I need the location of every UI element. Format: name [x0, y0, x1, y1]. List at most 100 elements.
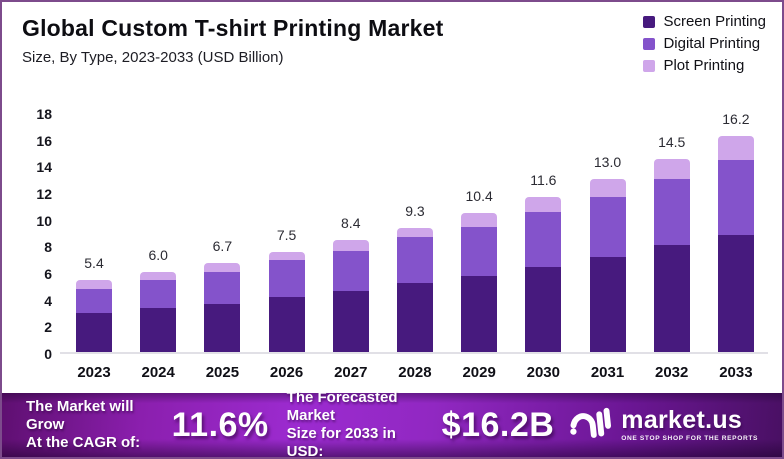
- stacked-bar: [461, 213, 498, 352]
- legend-label: Digital Printing: [663, 35, 761, 52]
- x-tick-label: 2031: [590, 364, 625, 381]
- legend-label: Screen Printing: [663, 13, 766, 30]
- bar-segment-plot-printing: [332, 240, 369, 251]
- bar-segment-digital-printing: [396, 237, 433, 283]
- x-tick-label: 2032: [655, 364, 689, 381]
- bar-segment-digital-printing: [204, 272, 241, 304]
- legend-label: Plot Printing: [663, 57, 745, 74]
- bar-segment-plot-printing: [717, 136, 754, 161]
- stacked-bar: [653, 158, 690, 352]
- x-tick-label: 2030: [526, 364, 560, 381]
- bar-segment-screen-printing: [140, 308, 177, 352]
- bar-segment-plot-printing: [76, 280, 112, 290]
- bar-column: 11.6: [523, 114, 563, 352]
- chart-subtitle: Size, By Type, 2023-2033 (USD Billion): [22, 49, 284, 66]
- bar-segment-plot-printing: [589, 178, 626, 198]
- x-tick-label: 2026: [269, 364, 304, 381]
- x-tick-label: 2033: [719, 364, 753, 381]
- bar-column: 6.7: [202, 114, 242, 352]
- brand-name: market.us: [621, 405, 743, 434]
- forecast-value: $16.2B: [441, 405, 555, 444]
- y-axis: 18 16 14 12 10 8 6 4 2 0: [24, 106, 52, 362]
- bar-segment-digital-printing: [140, 280, 177, 308]
- stacked-bar: [268, 252, 305, 352]
- plot-area: 5.4 6.0 6.7 7.5 8.4 9.3 10.4 11.6 13.0 14.5 16.2: [60, 111, 768, 354]
- bar-value-label: 5.4: [84, 255, 104, 271]
- cagr-label-line1: The Market will Grow: [26, 398, 134, 433]
- bar-segment-screen-printing: [268, 297, 305, 352]
- bar-value-label: 8.4: [341, 215, 361, 231]
- cagr-label-line2: At the CAGR of:: [26, 434, 141, 451]
- bar-column: 16.2: [716, 111, 756, 352]
- brand-tagline: ONE STOP SHOP FOR THE REPORTS: [621, 434, 758, 442]
- cagr-label: The Market will Grow At the CAGR of:: [26, 398, 154, 452]
- bar-column: 6.0: [138, 114, 178, 352]
- forecast-label-line1: The Forecasted Market: [286, 389, 398, 424]
- stacked-bar: [76, 280, 112, 352]
- x-axis-labels: 2023 2024 2025 2026 2027 2028 2029 2030 2031 2032…: [60, 364, 768, 381]
- bar-segment-plot-printing: [396, 228, 433, 238]
- forecast-label: The Forecasted Market Size for 2033 in U…: [286, 389, 426, 459]
- legend: Screen Printing Digital Printing Plot Prin…: [643, 13, 766, 74]
- y-tick-label: 0: [44, 346, 52, 362]
- bar-segment-digital-printing: [332, 250, 369, 291]
- bar-segment-screen-printing: [717, 234, 754, 352]
- market-us-logo-icon: [570, 407, 612, 438]
- x-tick-label: 2028: [398, 364, 432, 381]
- bar-column: 5.4: [74, 114, 114, 352]
- legend-swatch-icon: [643, 15, 656, 28]
- y-tick-label: 18: [36, 106, 52, 122]
- y-tick-label: 12: [36, 186, 52, 202]
- y-tick-label: 14: [36, 159, 52, 176]
- bar-segment-screen-printing: [396, 282, 433, 352]
- stacked-bar: [525, 197, 562, 352]
- bar-segment-plot-printing: [204, 262, 241, 272]
- bar-segment-digital-printing: [268, 260, 305, 298]
- stacked-bar: [332, 240, 369, 352]
- stacked-bar: [717, 136, 754, 352]
- bar-segment-screen-printing: [589, 257, 626, 352]
- bar-segment-plot-printing: [268, 252, 305, 261]
- stacked-bar: [589, 178, 626, 352]
- brand-logo: market.us ONE STOP SHOP FOR THE REPORTS: [568, 406, 758, 444]
- x-tick-label: 2027: [334, 364, 368, 381]
- y-tick-label: 8: [44, 239, 52, 256]
- stacked-bar: [140, 272, 177, 352]
- bar-value-label: 9.3: [405, 203, 425, 219]
- bar-segment-screen-printing: [332, 290, 369, 352]
- bar-segment-screen-printing: [461, 276, 498, 352]
- bar-segment-digital-printing: [76, 289, 112, 314]
- bar-column: 8.4: [331, 114, 371, 352]
- header: Global Custom T-shirt Printing Market Si…: [22, 15, 443, 66]
- bar-value-label: 16.2: [722, 111, 750, 127]
- bar-segment-plot-printing: [653, 158, 690, 179]
- bars-row: 5.4 6.0 6.7 7.5 8.4 9.3 10.4 11.6 13.0 14.5 16.2: [60, 111, 768, 352]
- bar-value-label: 11.6: [530, 172, 557, 189]
- bar-segment-plot-printing: [525, 197, 562, 213]
- bar-column: 14.5: [652, 114, 692, 352]
- chart-title: Global Custom T-shirt Printing Market: [22, 15, 444, 41]
- y-tick-label: 2: [44, 319, 52, 336]
- bar-value-label: 6.0: [148, 247, 168, 263]
- stacked-bar: [396, 228, 433, 352]
- brand-text: market.us ONE STOP SHOP FOR THE REPORTS: [621, 405, 758, 443]
- bar-column: 9.3: [395, 114, 435, 352]
- bar-segment-screen-printing: [76, 313, 112, 352]
- bar-value-label: 10.4: [465, 188, 493, 205]
- y-tick-label: 6: [44, 266, 52, 282]
- x-tick-label: 2025: [205, 364, 240, 381]
- stacked-bar: [204, 262, 241, 352]
- cagr-value: 11.6%: [171, 405, 269, 444]
- x-tick-label: 2024: [141, 364, 175, 381]
- bar-segment-digital-printing: [653, 178, 690, 246]
- bar-segment-screen-printing: [653, 245, 690, 352]
- legend-swatch-icon: [643, 59, 656, 72]
- bar-column: 13.0: [588, 114, 628, 352]
- bar-column: 7.5: [267, 114, 307, 352]
- forecast-label-line2: Size for 2033 in USD:: [286, 425, 396, 459]
- bar-segment-digital-printing: [589, 197, 626, 258]
- bar-segment-screen-printing: [204, 304, 241, 352]
- bar-segment-screen-printing: [525, 266, 562, 352]
- bar-column: 10.4: [459, 114, 499, 352]
